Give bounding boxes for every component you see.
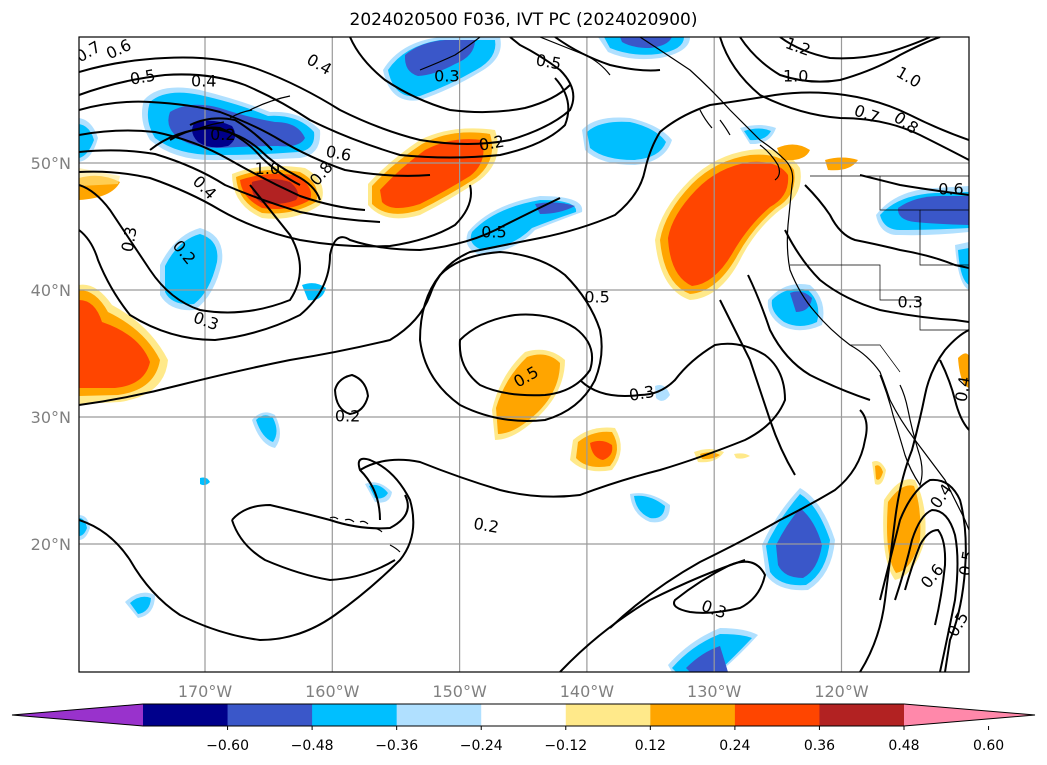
map-title: 2024020500 F036, IVT PC (2024020900)	[349, 10, 698, 30]
contour-label-group: 0.3	[898, 292, 923, 311]
contour-label-group: 0.5	[943, 608, 969, 640]
contour-label: 0.3	[898, 292, 923, 311]
contour-label-group: 0.4	[951, 375, 974, 403]
contour-label-group: 1.0	[255, 159, 280, 178]
contour-label: 0.5	[584, 287, 609, 306]
contour-label: 0.4	[189, 172, 220, 203]
longitude-tick-label: 150°W	[432, 682, 487, 701]
colorbar-segment	[650, 704, 736, 726]
colorbar-segment	[396, 704, 482, 726]
contour-label-group: 0.5	[534, 50, 562, 73]
ivt-contours	[79, 37, 969, 672]
contour-label: 0.4	[926, 480, 956, 512]
contour-label-group: 0.2	[477, 132, 505, 155]
map-frame	[78, 36, 970, 673]
colorbar-tick-label: −0.60	[206, 738, 249, 754]
contour-label-group: 0.4	[189, 172, 220, 203]
colorbar-tick-label: 0.24	[719, 738, 750, 754]
colorbar-tick-label: 0.12	[635, 738, 666, 754]
contour-label: 0.4	[951, 375, 974, 403]
colorbar-segment	[734, 704, 820, 726]
contour-label: 0.2	[472, 514, 500, 537]
latitude-tick-label: 20°N	[31, 535, 71, 554]
latitude-tick-label: 30°N	[31, 408, 71, 427]
latitude-tick-label: 50°N	[31, 154, 71, 173]
contour-label-group: 0.3	[118, 225, 141, 253]
contour-label: 0.2	[335, 407, 360, 426]
contour-label: 1.0	[893, 62, 925, 91]
contour-label: 1.0	[783, 66, 808, 85]
contour-label-group: 0.2	[472, 514, 500, 537]
contour-label: 1.0	[255, 159, 280, 178]
axis-tick-labels: 170°W 160°W 150°W 140°W 130°W 120°W 50°N 40°N 30…	[31, 154, 869, 701]
colorbar-tick-label: 0.36	[804, 738, 835, 754]
graticule	[79, 37, 969, 672]
longitude-tick-label: 160°W	[305, 682, 360, 701]
colorbar-max-extension	[904, 704, 1035, 726]
colorbar-segment	[143, 704, 229, 726]
contour-label-group: 0.5	[955, 549, 978, 577]
contour-label-group: 0.5	[584, 287, 609, 306]
contour-label-group: 0.3	[434, 66, 459, 85]
longitude-tick-label: 130°W	[687, 682, 742, 701]
contour-label-group: 0.4	[304, 50, 336, 79]
contour-label-group: 0.7	[852, 101, 882, 128]
colorbar-segment	[312, 704, 398, 726]
contour-label-group: 0.4	[926, 480, 956, 512]
colorbar-tick-label: −0.36	[375, 738, 418, 754]
contour-label-group: 0.5	[129, 66, 157, 89]
longitude-tick-label: 120°W	[814, 682, 869, 701]
contour-label-group: 1.0	[783, 66, 808, 85]
contour-label: 0.5	[534, 50, 562, 73]
contour-label: 0.3	[628, 382, 656, 405]
longitude-tick-label: 170°W	[178, 682, 233, 701]
contour-label-group: 0.2	[210, 125, 235, 144]
colorbar-tick-label: −0.24	[460, 738, 503, 754]
longitude-tick-label: 140°W	[560, 682, 615, 701]
colorbar-tick-label: −0.48	[291, 738, 334, 754]
contour-label: 0.6	[324, 142, 352, 165]
contour-label: 0.5	[129, 66, 157, 89]
contour-label: 0.3	[434, 66, 459, 85]
colorbar-tick-label: 0.48	[888, 738, 919, 754]
contour-label-group: 0.3	[628, 382, 656, 405]
contour-label-group: 1.2	[783, 37, 813, 60]
contour-label-group: 0.3	[191, 308, 221, 335]
colorbar-outline	[11, 703, 1036, 727]
contour-label: 0.3	[118, 225, 141, 253]
contour-label: 0.7	[72, 37, 104, 66]
map-area: 0.7 0.60.5 0.40.4 0.30.51.21.0 1.00.7 0.80.20…	[72, 35, 978, 672]
contour-label-group: 0.4	[191, 71, 216, 90]
contour-label-group: 0.5	[481, 223, 506, 242]
contour-label: 0.6	[103, 35, 134, 63]
contour-label: 0.5	[481, 223, 506, 242]
colorbar-segment	[481, 704, 567, 726]
latitude-tick-label: 40°N	[31, 281, 71, 300]
colorbar-segment	[819, 704, 905, 726]
colorbar-tick-label: −0.12	[544, 738, 587, 754]
colorbar-min-extension	[12, 704, 143, 726]
contour-label: 0.2	[210, 125, 235, 144]
contour-label-group: 0.7	[72, 37, 104, 66]
contour-label-group: 1.0	[893, 62, 925, 91]
colorbar-segment	[227, 704, 313, 726]
contour-label-group: 0.6	[938, 179, 963, 198]
contour-label-group: 0.6	[917, 560, 948, 592]
political-boundaries	[790, 175, 969, 373]
contour-label-group: 0.6	[324, 142, 352, 165]
contour-label-group: 0.6	[103, 35, 134, 63]
contour-label: 0.5	[955, 549, 978, 577]
contour-label: 0.2	[477, 132, 505, 155]
contour-label-group: 0.2	[335, 407, 360, 426]
colorbar: −0.60 −0.48 −0.36 −0.24 −0.12 0.12 0.24 0.36 0.4…	[11, 703, 1036, 754]
contour-label: 0.4	[191, 71, 216, 90]
contour-label-group: 0.3	[699, 596, 729, 623]
contour-label: 0.4	[304, 50, 336, 79]
colorbar-tick-label: 0.60	[973, 738, 1004, 754]
colorbar-segment	[565, 704, 651, 726]
contour-label: 0.6	[938, 179, 963, 198]
